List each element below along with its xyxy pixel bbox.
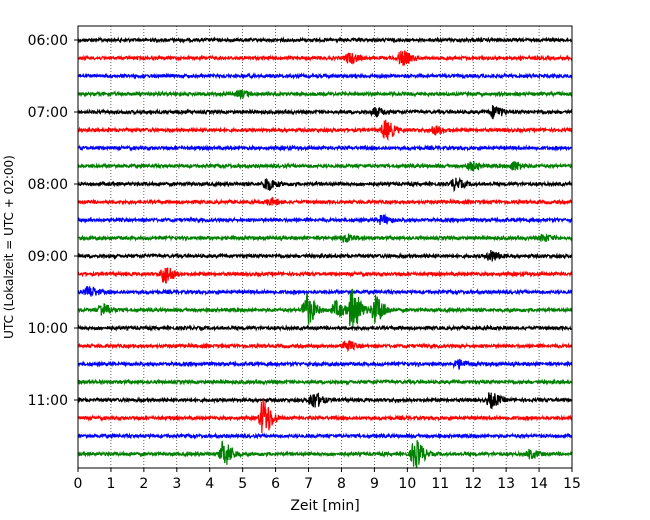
trace-0815 <box>77 196 573 207</box>
trace-0600 <box>77 36 573 44</box>
trace-0930 <box>77 285 573 297</box>
trace-1130 <box>77 432 573 440</box>
x-tick-label: 15 <box>563 476 581 492</box>
trace-1115 <box>77 399 573 434</box>
x-tick-label: 7 <box>304 476 313 492</box>
y-tick-label: 09:00 <box>28 249 68 265</box>
x-tick-label: 12 <box>464 476 482 492</box>
plot-frame <box>77 25 573 469</box>
trace-0900 <box>77 249 573 262</box>
x-tick-label: 9 <box>370 476 379 492</box>
trace-1015 <box>77 340 573 353</box>
x-tick-label: 0 <box>74 476 83 492</box>
x-tick-label: 13 <box>497 476 515 492</box>
trace-0845 <box>77 233 573 243</box>
x-axis-ticks: 0 1 2 3 4 5 6 7 8 9 10 11 12 13 14 15 <box>74 468 581 492</box>
y-tick-label: 08:00 <box>28 177 68 193</box>
y-axis-label: UTC (Lokalzeit = UTC + 02:00) <box>2 155 16 339</box>
trace-0700 <box>77 105 573 120</box>
trace-0830 <box>77 213 573 226</box>
x-tick-label: 10 <box>398 476 416 492</box>
trace-0730 <box>77 144 573 152</box>
y-tick-label: 10:00 <box>28 321 68 337</box>
trace-0645 <box>77 89 573 101</box>
trace-0800 <box>77 176 573 193</box>
trace-0615 <box>77 50 573 66</box>
trace-0630 <box>77 72 573 80</box>
trace-0715 <box>77 119 573 142</box>
x-tick-label: 5 <box>238 476 247 492</box>
x-tick-label: 11 <box>431 476 449 492</box>
x-tick-label: 2 <box>139 476 148 492</box>
y-axis-ticks: 06:00 07:00 08:00 09:00 10:00 11:00 <box>28 33 78 409</box>
y-tick-label: 06:00 <box>28 33 68 49</box>
trace-1045 <box>77 378 573 386</box>
x-tick-label: 8 <box>337 476 346 492</box>
trace-0945 <box>77 288 573 330</box>
y-tick-label: 07:00 <box>28 105 68 121</box>
trace-0915 <box>77 267 573 284</box>
trace-1000 <box>77 324 573 332</box>
x-tick-label: 14 <box>530 476 548 492</box>
x-tick-label: 4 <box>205 476 214 492</box>
trace-1030 <box>77 358 573 371</box>
trace-0745 <box>77 160 573 173</box>
x-axis-label: Zeit [min] <box>290 498 359 514</box>
y-tick-label: 11:00 <box>28 393 68 409</box>
x-tick-label: 6 <box>271 476 280 492</box>
x-tick-label: 3 <box>172 476 181 492</box>
trace-1145 <box>77 440 573 468</box>
trace-group <box>77 36 573 468</box>
trace-1100 <box>77 392 573 410</box>
x-tick-label: 1 <box>106 476 115 492</box>
